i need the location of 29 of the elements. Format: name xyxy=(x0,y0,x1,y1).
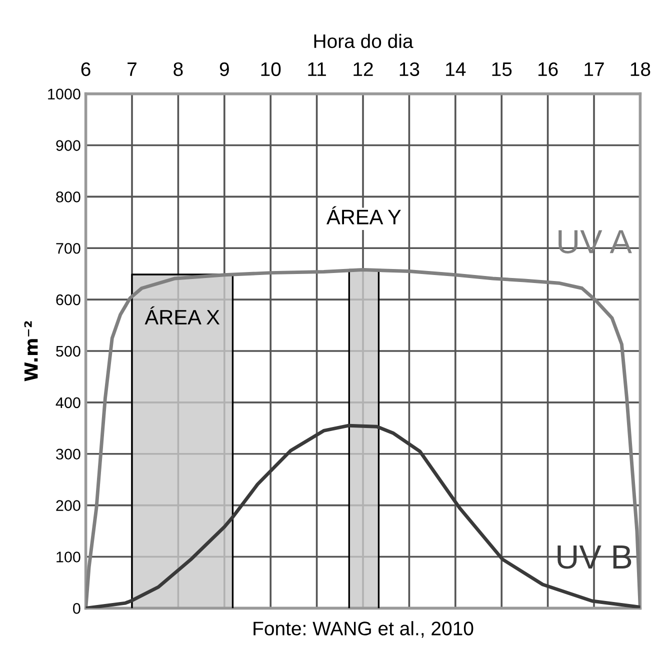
y-tick-label: 900 xyxy=(56,140,80,151)
y-tick-label: 0 xyxy=(73,603,80,614)
y-tick-label: 200 xyxy=(56,500,80,511)
y-tick-label: 600 xyxy=(56,294,80,306)
x-tick-label: 6 xyxy=(81,62,90,76)
y-axis-title: W.m⁻² xyxy=(24,321,38,382)
band-label: ÁREA X xyxy=(144,306,220,324)
x-axis-title: Hora do dia xyxy=(314,34,414,48)
y-tick-label: 500 xyxy=(56,346,80,357)
x-tick-label: 7 xyxy=(128,62,136,76)
x-tick-label: 10 xyxy=(261,62,281,76)
x-tick-label: 14 xyxy=(446,62,466,76)
x-tick-label: 16 xyxy=(538,62,558,76)
y-tick-label: 400 xyxy=(56,397,80,408)
x-tick-label: 17 xyxy=(584,62,604,76)
source-note: Fonte: WANG et al., 2010 xyxy=(254,621,474,638)
x-tick-label: 18 xyxy=(630,62,650,76)
x-tick-label: 13 xyxy=(400,62,420,76)
band-label: ÁREA Y xyxy=(326,206,401,224)
y-tick-label: 100 xyxy=(56,552,80,562)
x-tick-label: 9 xyxy=(220,62,229,76)
x-tick-label: 15 xyxy=(492,62,512,76)
x-tick-label: 8 xyxy=(174,62,183,76)
y-tick-label: 700 xyxy=(56,242,80,254)
x-tick-label: 11 xyxy=(308,62,326,76)
y-tick-label: 800 xyxy=(56,192,80,202)
y-tick-label: 1000 xyxy=(48,88,80,100)
x-tick-label: 12 xyxy=(354,62,373,76)
y-tick-label: 300 xyxy=(56,448,80,460)
